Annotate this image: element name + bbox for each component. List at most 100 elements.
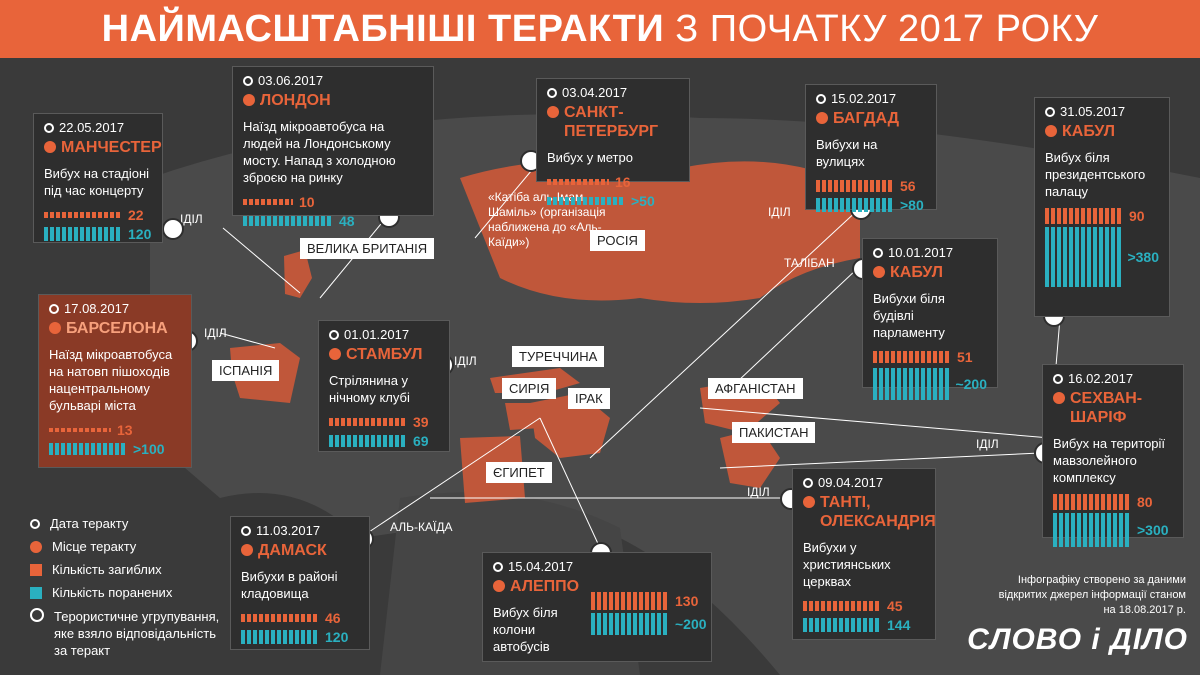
killed-count: 10 (299, 194, 315, 210)
location-pin-icon (1045, 125, 1057, 137)
attack-card-istanbul: 01.01.2017 СТАМБУЛ Стрілянина у нічному … (318, 320, 450, 452)
attack-description: Вибух на території мавзолейного комплекс… (1053, 436, 1166, 485)
group-label-isil-manchester: ІДІЛ (180, 212, 203, 226)
attack-date: 22.05.2017 (59, 120, 125, 135)
location-pin-icon (329, 348, 341, 360)
attack-date: 03.04.2017 (562, 85, 628, 100)
attack-city: КАБУЛ (890, 264, 943, 281)
attack-description: Вибухи у християнських церквах (803, 540, 891, 589)
wounded-bar (547, 197, 625, 205)
clock-icon (873, 247, 883, 258)
attack-description: Вибухи біля будівлі парламенту (873, 291, 945, 340)
wounded-bar (803, 618, 881, 632)
killed-count: 13 (117, 422, 133, 438)
group-label-isil-istanbul: ІДІЛ (454, 354, 477, 368)
group-label-alqaeda: АЛЬ-КАЇДА (390, 520, 453, 534)
attack-date: 15.02.2017 (831, 91, 897, 106)
attack-city: МАНЧЕСТЕР (61, 139, 162, 156)
killed-bar (241, 614, 319, 622)
terrorist-group-icon (162, 218, 184, 240)
killed-count: 46 (325, 610, 341, 626)
location-pin-icon (49, 322, 61, 334)
wounded-count: 120 (325, 629, 349, 645)
wounded-bar (873, 368, 950, 400)
attack-description: Вибух у метро (547, 150, 633, 165)
country-label-syria: СИРІЯ (502, 378, 557, 399)
attack-description: Наїзд мікроавтобуса на натовп пішоходів … (49, 347, 173, 413)
killed-count: 45 (887, 598, 903, 614)
location-pin-icon (44, 141, 56, 153)
legend-group: Терористичне угрупування, яке взяло відп… (54, 609, 220, 658)
killed-count: 16 (615, 174, 631, 190)
location-pin-icon (241, 544, 253, 556)
attack-city: КАБУЛ (1062, 123, 1115, 140)
attack-card-kabul-may: 31.05.2017 КАБУЛ Вибух біля президентськ… (1034, 97, 1170, 317)
wounded-bar (44, 227, 122, 241)
country-label-pakistan: ПАКИСТАН (732, 422, 816, 443)
killed-bar (873, 351, 951, 363)
group-label-taliban: ТАЛІБАН (784, 256, 835, 270)
attack-description: Вибух на стадіоні під час концерту (44, 166, 150, 198)
location-pin-icon (816, 112, 828, 124)
attack-city: АЛЕППО (510, 578, 580, 595)
group-label-isil-sehwan: ІДІЛ (976, 437, 999, 451)
wounded-count: ~200 (675, 616, 707, 632)
attack-city: ТАНТІ, ОЛЕКСАНДРІЯ (820, 494, 936, 530)
country-label-uk: ВЕЛИКА БРИТАНІЯ (300, 238, 435, 259)
country-label-iraq: ІРАК (568, 388, 610, 409)
attack-card-stpetersburg: 03.04.2017 САНКТ-ПЕТЕРБУРГ Вибух у метро… (536, 78, 690, 209)
location-pin-icon (30, 540, 42, 553)
killed-count: 130 (675, 593, 699, 609)
attack-card-manchester: 22.05.2017 МАНЧЕСТЕР Вибух на стадіоні п… (33, 113, 163, 243)
country-label-russia: РОСІЯ (590, 230, 645, 251)
wounded-count: 120 (128, 226, 152, 242)
legend-place: Місце теракту (52, 539, 137, 554)
attack-description: Стрілянина у нічному клубі (329, 373, 410, 405)
location-pin-icon (493, 580, 505, 592)
wounded-swatch (30, 586, 42, 599)
clock-icon (547, 87, 557, 98)
wounded-bar (1053, 513, 1131, 547)
country-label-afghanistan: АФГАНІСТАН (708, 378, 803, 399)
killed-count: 39 (413, 414, 429, 430)
group-label-isil-tanta: ІДІЛ (747, 485, 770, 499)
wounded-bar (1045, 227, 1122, 287)
wounded-bar (591, 613, 669, 635)
clock-icon (816, 93, 826, 104)
killed-bar (1045, 208, 1123, 224)
group-label-isil-barcelona: ІДІЛ (204, 326, 227, 340)
killed-bar (49, 428, 111, 432)
legend: Дата теракту Місце теракту Кількість заг… (30, 512, 224, 659)
killed-count: 22 (128, 207, 144, 223)
killed-bar (591, 592, 669, 610)
location-pin-icon (243, 94, 255, 106)
wounded-count: 144 (887, 617, 911, 633)
clock-icon (44, 122, 54, 133)
terrorist-group-icon (30, 608, 44, 622)
wounded-count: ~200 (955, 376, 987, 392)
wounded-bar (241, 630, 319, 644)
attack-description: Вибух біля президентського палацу (1045, 150, 1146, 199)
title-rest: З ПОЧАТКУ 2017 РОКУ (675, 8, 1099, 50)
wounded-count: >300 (1137, 522, 1169, 538)
clock-icon (30, 518, 40, 529)
clock-icon (241, 525, 251, 536)
attack-card-sehwan: 16.02.2017 СЕХВАН-ШАРІФ Вибух на територ… (1042, 364, 1184, 547)
killed-bar (816, 180, 894, 192)
attack-date: 17.08.2017 (64, 301, 130, 316)
wounded-count: >80 (900, 197, 924, 213)
attack-date: 09.04.2017 (818, 475, 884, 490)
title-bold: НАЙМАСШТАБНІШІ ТЕРАКТИ (101, 8, 665, 50)
attack-card-london: 03.06.2017 ЛОНДОН Наїзд мікроавтобуса на… (232, 66, 434, 229)
killed-bar (243, 199, 293, 205)
wounded-bar (816, 198, 894, 212)
killed-bar (1053, 494, 1131, 510)
location-pin-icon (873, 266, 885, 278)
wounded-count: 69 (413, 433, 429, 449)
title-banner: НАЙМАСШТАБНІШІ ТЕРАКТИ З ПОЧАТКУ 2017 РО… (0, 0, 1200, 58)
clock-icon (1053, 373, 1063, 384)
location-pin-icon (547, 106, 559, 118)
killed-swatch (30, 563, 42, 576)
wounded-count: >100 (133, 441, 165, 457)
clock-icon (803, 477, 813, 488)
